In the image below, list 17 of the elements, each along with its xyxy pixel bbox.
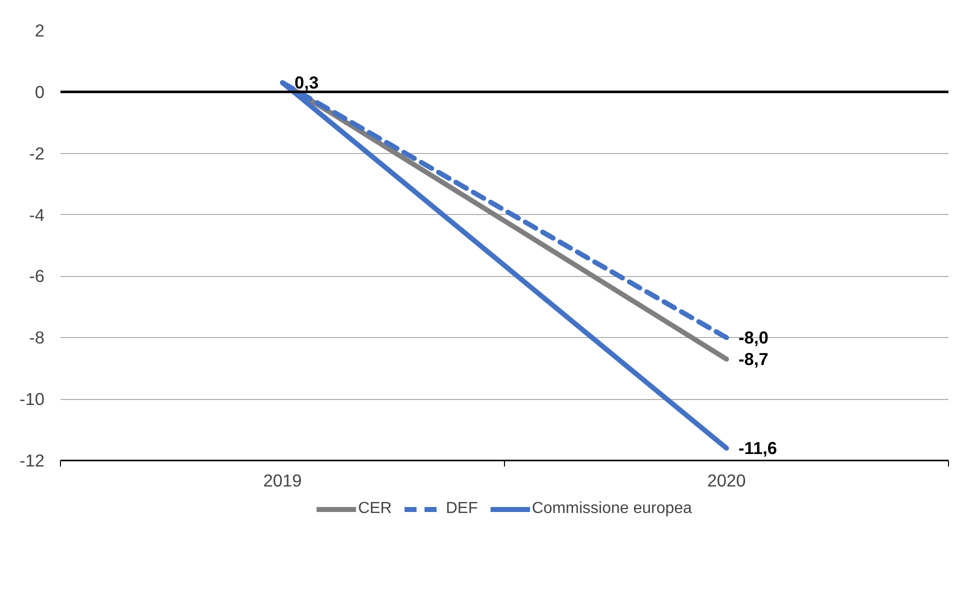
x-tick-label: 2019: [263, 470, 302, 490]
y-tick-label: -12: [19, 450, 44, 470]
legend-label: DEF: [446, 500, 478, 518]
legend-label: Commissione europea: [532, 500, 692, 518]
y-tick-label: -2: [29, 143, 45, 164]
data-label: -8,0: [738, 328, 768, 348]
y-tick-label: 0: [34, 82, 45, 102]
y-tick-label: 2: [34, 20, 45, 40]
y-tick-label: -10: [19, 389, 44, 410]
data-label: -8,7: [738, 349, 768, 370]
y-tick-label: -8: [29, 328, 45, 348]
y-tick-label: -4: [29, 204, 45, 225]
data-label: -11,6: [738, 438, 778, 458]
x-tick-label: 2020: [707, 470, 746, 490]
legend-label: CER: [358, 500, 392, 518]
y-tick-label: -6: [29, 266, 45, 286]
data-label: 0,3: [294, 72, 319, 93]
